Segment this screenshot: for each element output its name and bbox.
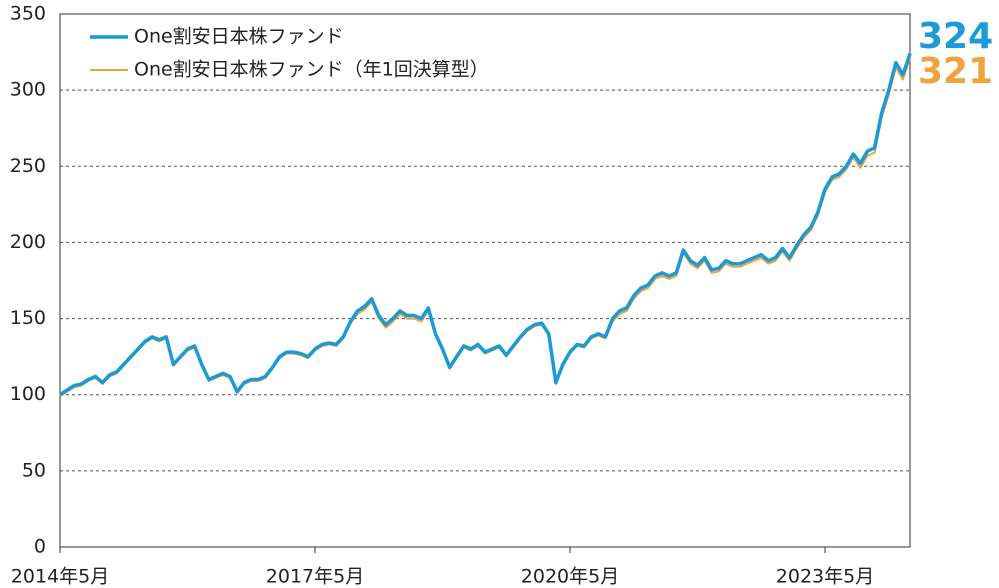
x-tick-label: 2017年5月	[266, 566, 364, 588]
y-tick-label: 100	[10, 383, 46, 405]
plot-frame	[59, 13, 911, 548]
series-line	[59, 57, 911, 398]
x-tick-label: 2020年5月	[521, 566, 619, 588]
legend-label: One割安日本株ファンド（年1回決算型）	[134, 59, 489, 81]
y-tick-label: 150	[10, 307, 46, 329]
y-tick-label: 50	[22, 459, 46, 481]
series-line	[59, 53, 912, 397]
y-tick-label: 300	[10, 79, 46, 101]
y-tick-label: 250	[10, 155, 46, 177]
end-label: 321	[918, 51, 993, 92]
end-label: 324	[918, 16, 993, 57]
y-tick-label: 0	[34, 536, 46, 558]
y-tick-label: 350	[10, 3, 46, 25]
x-tick-label: 2023年5月	[776, 566, 874, 588]
x-tick-label: 2014年5月	[11, 566, 109, 588]
y-tick-label: 200	[10, 231, 46, 253]
legend-label: One割安日本株ファンド	[134, 26, 344, 48]
